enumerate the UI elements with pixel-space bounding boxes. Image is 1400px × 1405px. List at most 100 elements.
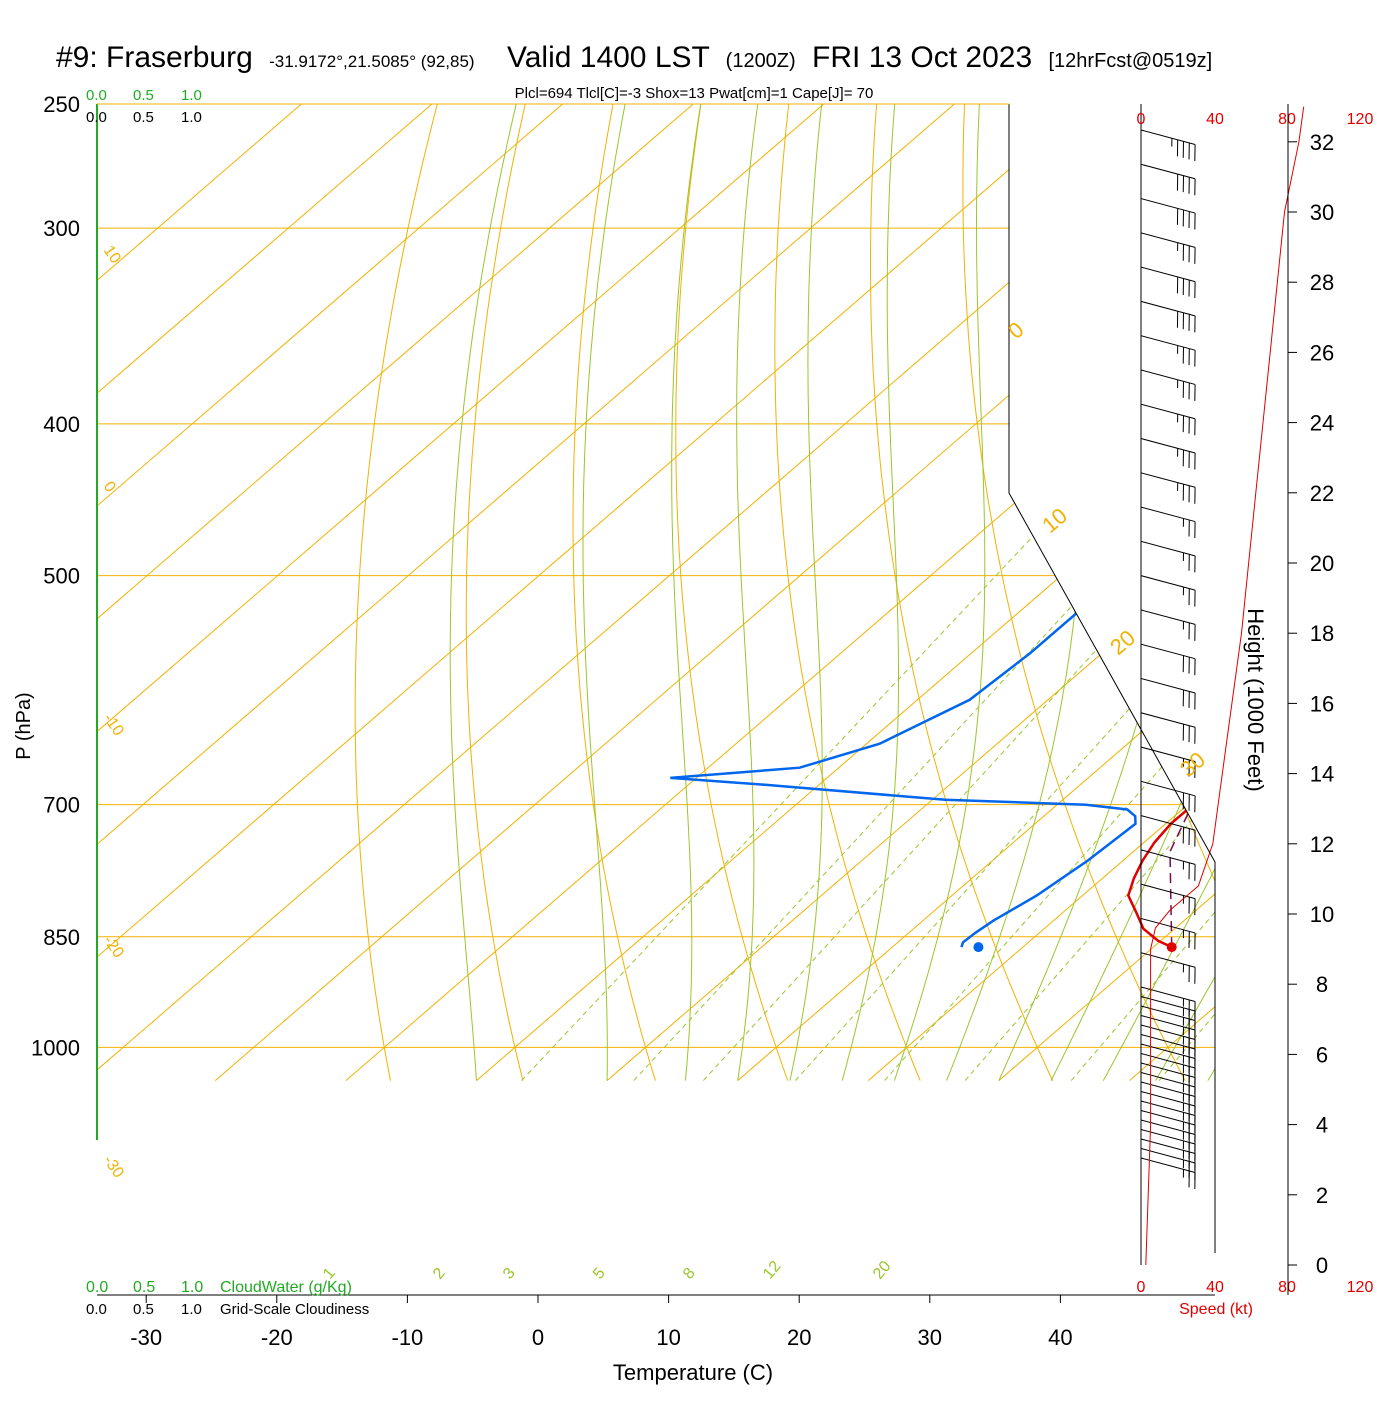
- cloud-scale-top-black-0: 0.0: [86, 109, 107, 126]
- height-tick-label: 10: [1310, 902, 1334, 927]
- height-tick-label: 30: [1310, 200, 1334, 225]
- height-tick-label: 28: [1310, 270, 1334, 295]
- mixing-ratio-label: 3: [500, 1265, 519, 1283]
- title-station: #9: Fraserburg: [56, 41, 253, 74]
- moist-adiabat: [672, 104, 701, 1081]
- wind-barb: [1141, 884, 1195, 915]
- height-tick-label: 8: [1316, 972, 1328, 997]
- speed-tick-bottom: 40: [1206, 1279, 1224, 1296]
- speed-tick-top: 120: [1347, 111, 1374, 128]
- title-date: FRI 13 Oct 2023: [812, 41, 1032, 74]
- height-tick-label: 16: [1310, 691, 1334, 716]
- speed-tick-bottom: 0: [1137, 1279, 1146, 1296]
- speed-tick-top: 0: [1137, 111, 1146, 128]
- y-tick-label-500: 500: [43, 564, 80, 589]
- y-tick-label-1000: 1000: [31, 1035, 80, 1060]
- mixing-ratio-label: 5: [590, 1265, 609, 1283]
- height-tick-label: 6: [1316, 1042, 1328, 1067]
- cloud-scale-bottom: 0.0 0.5 1.0 CloudWater (g/Kg) 0.0 0.5 1.…: [86, 1279, 369, 1318]
- speed-tick-bottom: 80: [1278, 1279, 1296, 1296]
- cloud-scale-top-black-2: 1.0: [181, 109, 202, 126]
- title-zulu: (1200Z): [726, 50, 796, 72]
- moist-adiabat: [583, 104, 625, 1081]
- x-tick-label: 40: [1048, 1325, 1072, 1350]
- isotherm-line: [0, 76, 595, 1080]
- cloud-scale-top-black-1: 0.5: [133, 109, 154, 126]
- mixing-ratio-label: 2: [430, 1265, 449, 1283]
- height-tick-label: 14: [1310, 762, 1334, 787]
- height-tick-label: 4: [1316, 1113, 1328, 1138]
- isotherm-line: [0, 76, 1117, 1080]
- series-parcel-line: [1170, 810, 1190, 948]
- x-tick-label: 10: [656, 1325, 680, 1350]
- x-axis-label: Temperature (C): [613, 1360, 773, 1385]
- dry-adiabat: [466, 76, 531, 1080]
- mixing-ratio-label: 20: [870, 1258, 895, 1283]
- cloudiness-legend: Grid-Scale Cloudiness: [220, 1301, 369, 1318]
- height-tick-label: 32: [1310, 130, 1334, 155]
- height-tick-label: 22: [1310, 481, 1334, 506]
- height-tick-label: 0: [1316, 1253, 1328, 1278]
- surface-temperature-point: [1167, 942, 1177, 952]
- cloud-scale-bottom-black-2: 1.0: [181, 1301, 202, 1318]
- speed-axis-label: Speed (kt): [1179, 1301, 1253, 1318]
- y-tick-label-400: 400: [43, 412, 80, 437]
- isotherm-label: 0: [100, 479, 119, 496]
- x-tick-label: 30: [918, 1325, 942, 1350]
- y-tick-label-250: 250: [43, 92, 80, 117]
- wind-barb: [1141, 953, 1195, 984]
- dry-adiabat: [355, 76, 445, 1080]
- cloud-scale-bottom-green-2: 1.0: [181, 1279, 203, 1296]
- speed-tick-bottom: 120: [1347, 1279, 1374, 1296]
- height-axis-label: Height (1000 Feet): [1243, 608, 1268, 791]
- y-tick-label-700: 700: [43, 793, 80, 818]
- cloudwater-legend: CloudWater (g/Kg): [220, 1279, 352, 1296]
- moist-adiabat: [737, 104, 758, 1081]
- isotherm-label: -10: [100, 711, 127, 740]
- height-tick-label: 12: [1310, 832, 1334, 857]
- isotherm-label: 10: [100, 243, 124, 267]
- wind-barb: [1141, 816, 1195, 847]
- y-tick-label-300: 300: [43, 216, 80, 241]
- x-tick-label: -30: [130, 1325, 162, 1350]
- svg-text:#9: Fraserburg -31.9172°,2: #9: Fraserburg -31.9172°,21.5085° (92,85…: [56, 41, 1212, 74]
- cloud-scale-top-green-2: 1.0: [181, 87, 202, 104]
- cloud-scale-top-green-1: 0.5: [133, 87, 154, 104]
- isotherm-line: [0, 76, 987, 1080]
- x-tick-label: 0: [532, 1325, 544, 1350]
- dry-adiabat: [676, 76, 788, 1080]
- cloud-scale-bottom-black-1: 0.5: [133, 1301, 154, 1318]
- height-tick-label: 24: [1310, 411, 1334, 436]
- isotherm-label: -30: [100, 1153, 127, 1182]
- isotherm-line: [0, 76, 725, 1080]
- indices-text: Plcl=694 Tlcl[C]=-3 Shox=13 Pwat[cm]=1 C…: [515, 85, 874, 102]
- moist-adiabat: [450, 104, 516, 1081]
- height-tick-label: 26: [1310, 340, 1334, 365]
- speed-tick-top: 40: [1206, 111, 1224, 128]
- mixing-ratio-label: 12: [760, 1258, 785, 1283]
- surface-dewpoint-point: [973, 942, 983, 952]
- cloud-scale-bottom-black-0: 0.0: [86, 1301, 107, 1318]
- title-forecast: [12hrFcst@0519z]: [1048, 50, 1212, 72]
- moist-adiabat: [790, 104, 822, 1081]
- title-valid: Valid 1400 LST: [507, 41, 710, 74]
- cloud-scale-bottom-green-0: 0.0: [86, 1279, 108, 1296]
- y-tick-label-850: 850: [43, 925, 80, 950]
- height-tick-label: 20: [1310, 551, 1334, 576]
- height-tick-label: 18: [1310, 621, 1334, 646]
- y-axis-label: P (hPa): [13, 692, 35, 759]
- cloud-scale-bottom-green-1: 0.5: [133, 1279, 155, 1296]
- x-tick-label: -20: [261, 1325, 293, 1350]
- x-tick-label: -10: [392, 1325, 424, 1350]
- title-coords: -31.9172°,21.5085° (92,85): [269, 52, 474, 71]
- mixing-ratio-label: 8: [680, 1265, 699, 1283]
- right-panel-mask: [1009, 100, 1400, 1300]
- speed-tick-top: 80: [1278, 111, 1296, 128]
- height-tick-label: 2: [1316, 1183, 1328, 1208]
- dry-adiabat: [573, 76, 655, 1080]
- x-tick-label: 20: [787, 1325, 811, 1350]
- cloud-scale-top-green-0: 0.0: [86, 87, 107, 104]
- cloud-scale-top: 0.0 0.5 1.0 0.0 0.5 1.0: [86, 87, 202, 126]
